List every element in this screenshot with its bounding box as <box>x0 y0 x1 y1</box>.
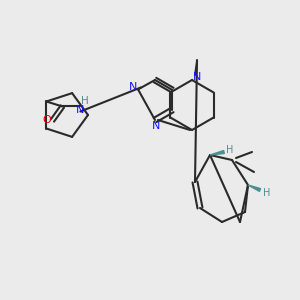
Text: O: O <box>42 116 51 125</box>
Text: H: H <box>263 188 271 198</box>
Text: N: N <box>152 121 160 131</box>
Text: H: H <box>226 145 234 155</box>
Text: N: N <box>193 72 201 82</box>
Polygon shape <box>248 185 261 191</box>
Polygon shape <box>210 151 224 155</box>
Text: H: H <box>80 97 88 106</box>
Text: N: N <box>129 82 137 92</box>
Text: N: N <box>76 106 85 116</box>
